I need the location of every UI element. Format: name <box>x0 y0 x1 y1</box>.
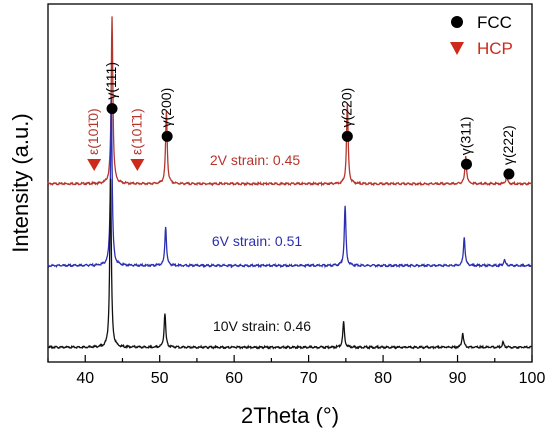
fcc-marker <box>161 130 173 142</box>
x-tick-label: 100 <box>519 370 546 387</box>
hcp-peak-label: ε(101̄1) <box>128 108 144 155</box>
fcc-peak-label: γ(111) <box>103 62 119 100</box>
fcc-peak-label: γ(222) <box>500 125 516 165</box>
fcc-marker <box>106 103 118 115</box>
y-axis-title: Intensity (a.u.) <box>8 113 33 252</box>
x-tick-label: 40 <box>76 370 94 387</box>
hcp-peak-label: ε(101̄0) <box>85 108 101 155</box>
series-label: 6V strain: 0.51 <box>212 233 302 249</box>
series-line <box>47 16 533 187</box>
hcp-marker <box>130 159 145 172</box>
x-tick-label: 70 <box>300 370 318 387</box>
x-tick-label: 60 <box>225 370 243 387</box>
series-label: 2V strain: 0.45 <box>210 152 300 168</box>
series-layer: 2V strain: 0.45 6V strain: 0.51 10V strain… <box>47 16 533 350</box>
fcc-peak-label: γ(311) <box>457 117 473 156</box>
legend: FCC HCP <box>450 13 513 58</box>
x-tick-label: 50 <box>151 370 169 387</box>
fcc-marker <box>341 130 353 142</box>
series-line <box>47 178 533 350</box>
fcc-marker <box>503 168 515 180</box>
legend-hcp-marker <box>450 42 464 55</box>
fcc-peak-label: γ(220) <box>338 88 354 128</box>
legend-fcc-label: FCC <box>477 13 512 32</box>
x-axis-title: 2Theta (°) <box>241 403 339 428</box>
x-tick-label: 90 <box>449 370 467 387</box>
series-line <box>47 97 533 269</box>
hcp-marker <box>87 159 102 172</box>
fcc-peak-label: γ(200) <box>158 88 174 128</box>
fcc-marker <box>460 158 472 170</box>
series-label: 10V strain: 0.46 <box>213 318 311 334</box>
legend-hcp-label: HCP <box>477 39 513 58</box>
x-tick-label: 80 <box>374 370 392 387</box>
x-axis-ticks: 40 50 60 70 80 90 100 <box>47 355 546 387</box>
legend-fcc-marker <box>451 16 463 28</box>
peak-annotations: γ(111) γ(200) γ(220) γ(311) γ(222) ε(101̄0) ε(… <box>85 62 516 180</box>
